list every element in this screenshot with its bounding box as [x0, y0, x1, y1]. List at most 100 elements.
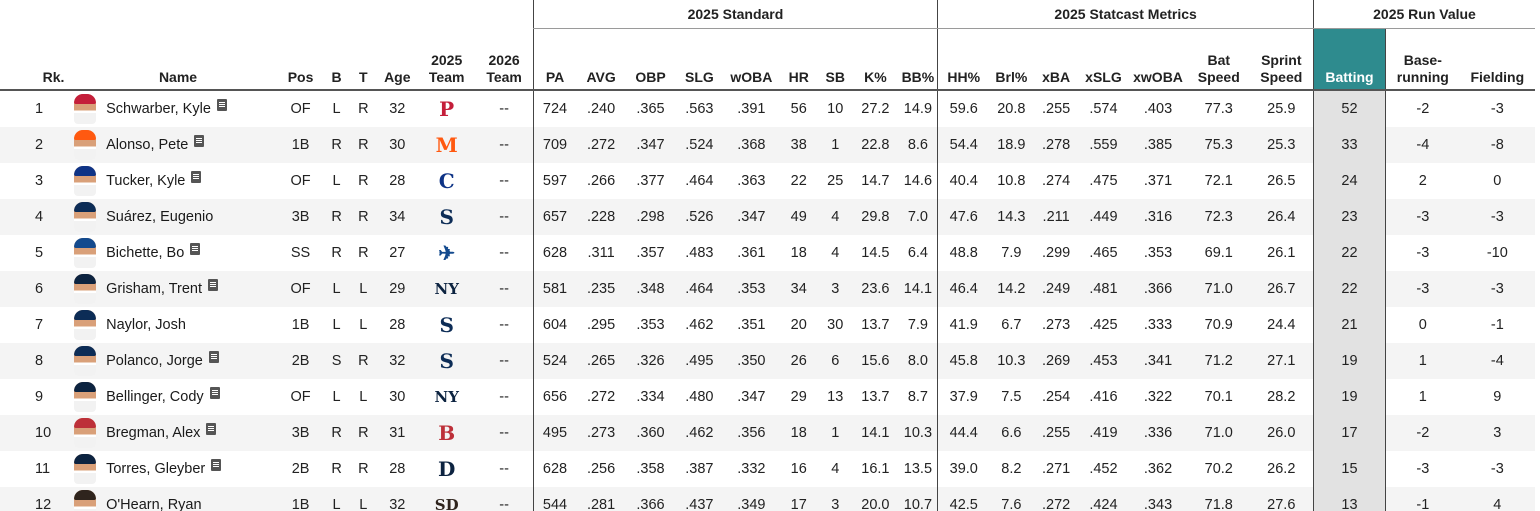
player-page-icon[interactable] [206, 423, 217, 435]
avg-cell: .295 [586, 317, 616, 333]
obp-cell: .348 [625, 271, 676, 307]
col-team-2025[interactable]: 2025 Team [417, 28, 476, 91]
woba-cell: .353 [723, 271, 780, 307]
table-row[interactable]: 8 Polanco, Jorge 2B S R 32 S -- 524.265.326.495.… [0, 343, 1535, 379]
table-row[interactable]: 12 O'Hearn, Ryan 1B L L 32 SD -- 544.281.366.437… [0, 487, 1535, 511]
team-logo-icon[interactable]: P [439, 96, 455, 121]
team-logo-icon[interactable]: M [435, 132, 458, 157]
col-name[interactable]: Name [74, 28, 278, 91]
col-age[interactable]: Age [376, 28, 418, 91]
col-baserunning[interactable]: Base-running [1385, 28, 1460, 91]
team-logo-icon[interactable]: B [438, 420, 456, 445]
col-throws[interactable]: T [349, 28, 377, 91]
player-page-icon[interactable] [191, 171, 202, 183]
col-bb-pct[interactable]: BB% [898, 28, 938, 91]
bats-cell: R [323, 415, 350, 451]
team-logo-icon[interactable]: S [439, 204, 454, 229]
col-avg[interactable]: AVG [576, 28, 626, 91]
col-pos[interactable]: Pos [277, 28, 324, 91]
player-page-icon[interactable] [208, 351, 219, 363]
col-rank[interactable]: Rk. [0, 28, 75, 91]
hh-pct-cell: 48.8 [937, 235, 990, 271]
obp-cell: .365 [636, 101, 665, 117]
col-hh-pct[interactable]: HH% [937, 28, 990, 91]
player-page-icon[interactable] [211, 459, 222, 471]
team-2025-cell: S [418, 307, 476, 343]
table-row[interactable]: 5 Bichette, Bo SS R R 27 ✈ -- 628 .311 .357 .483 .36… [0, 235, 1535, 271]
col-hr[interactable]: HR [779, 28, 819, 91]
obp-cell: .366 [625, 487, 676, 511]
k-pct-cell: 13.7 [861, 389, 890, 405]
woba-cell: .391 [737, 101, 766, 117]
col-sprint-speed[interactable]: Sprint Speed [1249, 28, 1314, 91]
col-woba[interactable]: wOBA [723, 28, 780, 91]
player-page-icon[interactable] [190, 243, 201, 255]
player-name-link[interactable]: Polanco, Jorge [106, 353, 203, 369]
player-name-link[interactable]: Alonso, Pete [106, 137, 189, 153]
col-xba[interactable]: xBA [1033, 28, 1079, 91]
team-logo-icon[interactable]: S [439, 312, 454, 337]
table-row[interactable]: 6 Grisham, Trent OF L L 29 NY -- 581.235.348.464… [0, 271, 1535, 307]
team-logo-icon[interactable]: D [438, 456, 456, 481]
team-logo-icon[interactable]: S [439, 348, 454, 373]
player-name-link[interactable]: Suárez, Eugenio [106, 209, 214, 225]
table-row[interactable]: 4 Suárez, Eugenio 3B R R 34 S -- 657.228.298.526… [0, 199, 1535, 235]
team-2025-cell: ✈ [418, 235, 476, 271]
col-pa[interactable]: PA [532, 28, 577, 91]
team-logo-icon[interactable]: SD [434, 496, 459, 511]
team-2025-cell: S [417, 343, 476, 379]
k-pct-cell: 22.8 [852, 127, 899, 163]
player-name-link[interactable]: Tucker, Kyle [106, 173, 186, 189]
team-logo-icon[interactable]: ✈ [438, 240, 456, 265]
sprint-speed-cell: 26.4 [1249, 199, 1314, 235]
throws-cell: R [358, 461, 369, 477]
col-batting[interactable]: Batting [1312, 28, 1387, 91]
player-name-link[interactable]: O'Hearn, Ryan [106, 497, 202, 511]
player-name-link[interactable]: Bregman, Alex [106, 425, 201, 441]
xslg-cell: .416 [1089, 389, 1118, 405]
player-name-link[interactable]: Bichette, Bo [106, 245, 185, 261]
player-name-link[interactable]: Bellinger, Cody [106, 389, 204, 405]
player-name-link[interactable]: Torres, Gleyber [106, 461, 206, 477]
player-page-icon[interactable] [209, 387, 220, 399]
pos-cell: 1B [291, 317, 310, 333]
player-name-link[interactable]: Schwarber, Kyle [106, 101, 211, 117]
table-row[interactable]: 9 Bellinger, Cody OF L L 30 NY -- 656 .272 .334 .48… [0, 379, 1535, 415]
table-row[interactable]: 10 Bregman, Alex 3B R R 31 B -- 495.273.360.462.… [0, 415, 1535, 451]
team-logo-icon[interactable]: NY [434, 280, 459, 298]
pos-cell: 1B [277, 487, 324, 511]
player-page-icon[interactable] [208, 279, 218, 291]
col-brl-pct[interactable]: Brl% [989, 28, 1034, 91]
player-name-link[interactable]: Naylor, Josh [106, 317, 186, 333]
k-pct-cell: 13.7 [861, 317, 890, 333]
brl-pct-cell: 14.3 [989, 199, 1034, 235]
col-xwoba[interactable]: xwOBA [1128, 28, 1188, 91]
table-row[interactable]: 2 Alonso, Pete 1B R R 30 M -- 709.272.347.524.36… [0, 127, 1535, 163]
team-logo-icon[interactable]: NY [434, 388, 459, 406]
slg-cell: .483 [685, 245, 714, 261]
col-bat-speed[interactable]: Bat Speed [1187, 28, 1250, 91]
age-cell: 27 [389, 245, 406, 261]
player-name-link[interactable]: Grisham, Trent [106, 281, 202, 297]
col-sb[interactable]: SB [818, 28, 853, 91]
hh-pct-cell: 37.9 [937, 379, 990, 415]
table-row[interactable]: 1 Schwarber, Kyle OF L R 32 P -- 724 .240 .365 .563… [0, 90, 1535, 127]
table-row[interactable]: 11 Torres, Gleyber 2B R R 28 D -- 628 .256 .358 .38… [0, 451, 1535, 487]
col-slg[interactable]: SLG [675, 28, 724, 91]
player-page-icon[interactable] [216, 99, 227, 111]
col-team-2026[interactable]: 2026 Team [475, 28, 534, 91]
cap-shape [74, 202, 97, 212]
player-page-icon[interactable] [194, 135, 205, 147]
avg-cell: .281 [576, 487, 626, 511]
bb-pct-cell: 8.7 [907, 389, 928, 405]
col-xslg[interactable]: xSLG [1078, 28, 1129, 91]
table-row[interactable]: 3 Tucker, Kyle OF L R 28 C -- 597 .266 .377 .464 .36… [0, 163, 1535, 199]
table-row[interactable]: 7 Naylor, Josh 1B L L 28 S -- 604 .295 .353 .462 .35… [0, 307, 1535, 343]
hr-cell: 38 [779, 127, 819, 163]
col-fielding[interactable]: Fielding [1459, 28, 1535, 91]
col-obp[interactable]: OBP [625, 28, 676, 91]
col-k-pct[interactable]: K% [852, 28, 899, 91]
col-bats[interactable]: B [323, 28, 350, 91]
team-logo-icon[interactable]: C [438, 168, 455, 193]
bat-speed-cell: 70.1 [1204, 389, 1233, 405]
